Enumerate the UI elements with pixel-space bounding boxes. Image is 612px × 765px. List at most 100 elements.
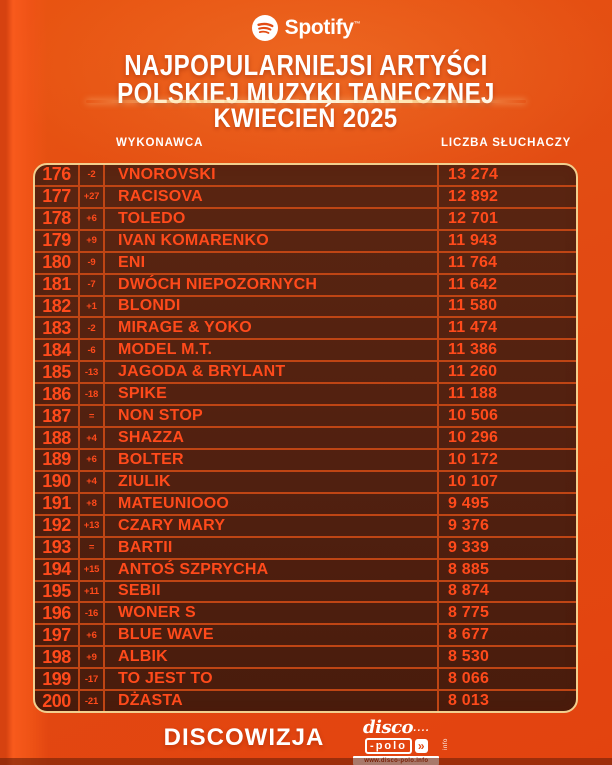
change-cell: +6 [80, 208, 105, 229]
bottom-shade [0, 758, 612, 765]
listeners-cell: 12 701 [448, 209, 499, 227]
change-cell: +4 [80, 428, 105, 448]
artist-cell: BLONDI [105, 296, 439, 317]
listeners-cell: 11 764 [448, 253, 498, 271]
table-row: 182 +1 BLONDI 11 580 [35, 294, 576, 317]
change-cell: -16 [80, 603, 105, 624]
chart-table: 176 -2 VNOROVSKI 13 274 177 +27 RACISOVA… [33, 163, 578, 713]
table-row: 194 +15 ANTOŚ SZPRYCHA 8 885 [35, 557, 576, 580]
listeners-cell: 11 642 [448, 275, 498, 293]
discowizja-wordmark: DISCOWIZJA [163, 724, 325, 751]
change-cell: -2 [80, 165, 105, 185]
table-row: 179 +9 IVAN KOMARENKO 11 943 [35, 228, 576, 251]
rank-cell: 198 [35, 647, 80, 668]
listeners-cell: 13 274 [448, 165, 499, 183]
artist-cell: TO JEST TO [105, 669, 439, 690]
artist-cell: SHAZZA [105, 428, 439, 448]
spotify-brand-row: Spotify™ [0, 15, 612, 41]
artist-cell: ANTOŚ SZPRYCHA [105, 559, 439, 580]
listeners-cell: 12 892 [448, 187, 499, 205]
table-row: 200 -21 DŻASTA 8 013 [35, 689, 576, 711]
change-cell: +13 [80, 515, 105, 536]
artist-cell: BOLTER [105, 449, 439, 470]
title-divider [86, 100, 526, 103]
artist-cell: DŻASTA [105, 691, 439, 711]
listeners-cell: 10 107 [448, 472, 499, 490]
change-cell: +1 [80, 296, 105, 317]
listeners-cell: 8 775 [448, 604, 490, 622]
change-cell: +8 [80, 493, 105, 514]
table-row: 199 -17 TO JEST TO 8 066 [35, 667, 576, 690]
change-cell: = [80, 537, 105, 558]
change-cell: -18 [80, 384, 105, 405]
artist-cell: NON STOP [105, 406, 439, 427]
rank-cell: 189 [35, 449, 80, 470]
table-row: 186 -18 SPIKE 11 188 [35, 382, 576, 405]
column-header-listeners: LICZBA SŁUCHACZY [441, 137, 572, 149]
rank-cell: 183 [35, 318, 80, 339]
listeners-cell: 11 943 [448, 231, 498, 249]
rank-cell: 195 [35, 581, 80, 602]
table-row: 192 +13 CZARY MARY 9 376 [35, 513, 576, 536]
rank-cell: 184 [35, 340, 80, 361]
artist-cell: JAGODA & BRYLANT [105, 362, 439, 383]
artist-cell: DWÓCH NIEPOZORNYCH [105, 274, 439, 295]
rank-cell: 187 [35, 406, 80, 427]
table-row: 196 -16 WONER S 8 775 [35, 601, 576, 624]
rank-cell: 199 [35, 669, 80, 690]
listeners-cell: 11 188 [448, 385, 498, 403]
disco-polo-box: -polo [365, 738, 412, 754]
rank-cell: 193 [35, 537, 80, 558]
change-cell: = [80, 406, 105, 427]
rank-cell: 185 [35, 362, 80, 383]
rank-cell: 188 [35, 428, 80, 448]
rank-cell: 197 [35, 625, 80, 646]
rank-cell: 178 [35, 208, 80, 229]
table-row: 181 -7 DWÓCH NIEPOZORNYCH 11 642 [35, 272, 576, 295]
listeners-cell: 9 339 [448, 538, 490, 556]
listeners-cell: 9 495 [448, 494, 490, 512]
listeners-cell: 8 874 [448, 582, 490, 600]
listeners-cell: 8 013 [448, 692, 490, 710]
listeners-cell: 8 530 [448, 648, 490, 666]
rank-cell: 190 [35, 471, 80, 492]
column-header-artist: WYKONAWCA [116, 137, 204, 149]
listeners-cell: 8 677 [448, 626, 490, 644]
artist-cell: MODEL M.T. [105, 340, 439, 361]
spotify-icon [251, 15, 278, 41]
artist-cell: MIRAGE & YOKO [105, 318, 439, 339]
page-title: NAJPOPULARNIEJSI ARTYŚCI POLSKIEJ MUZYKI… [0, 52, 612, 109]
spotify-wordmark: Spotify™ [284, 16, 361, 39]
rank-cell: 196 [35, 603, 80, 624]
logo-dots: .... [413, 724, 430, 734]
change-cell: +11 [80, 581, 105, 602]
table-row: 188 +4 SHAZZA 10 296 [35, 426, 576, 448]
artist-cell: SPIKE [105, 384, 439, 405]
artist-cell: BLUE WAVE [105, 625, 439, 646]
table-row: 185 -13 JAGODA & BRYLANT 11 260 [35, 360, 576, 383]
listeners-cell: 8 885 [448, 560, 490, 578]
change-cell: +9 [80, 230, 105, 251]
change-cell: +4 [80, 471, 105, 492]
table-row: 178 +6 TOLEDO 12 701 [35, 206, 576, 229]
change-cell: +15 [80, 559, 105, 580]
listeners-cell: 11 260 [448, 363, 498, 381]
artist-cell: CZARY MARY [105, 515, 439, 536]
listeners-cell: 8 066 [448, 670, 490, 688]
rank-cell: 177 [35, 186, 80, 207]
rank-cell: 182 [35, 296, 80, 317]
change-cell: -6 [80, 340, 105, 361]
change-cell: +6 [80, 449, 105, 470]
table-row: 187 = NON STOP 10 506 [35, 404, 576, 427]
table-row: 180 -9 ENI 11 764 [35, 250, 576, 273]
table-row: 190 +4 ZIULIK 10 107 [35, 469, 576, 492]
disco-polo-script: disco.... [363, 717, 430, 738]
subtitle-month: KWIECIEŃ 2025 [213, 103, 398, 133]
artist-cell: ZIULIK [105, 471, 439, 492]
rank-cell: 192 [35, 515, 80, 536]
listeners-cell: 10 506 [448, 407, 499, 425]
listeners-cell: 10 296 [448, 429, 499, 447]
rank-cell: 200 [35, 691, 80, 711]
table-row: 197 +6 BLUE WAVE 8 677 [35, 623, 576, 646]
